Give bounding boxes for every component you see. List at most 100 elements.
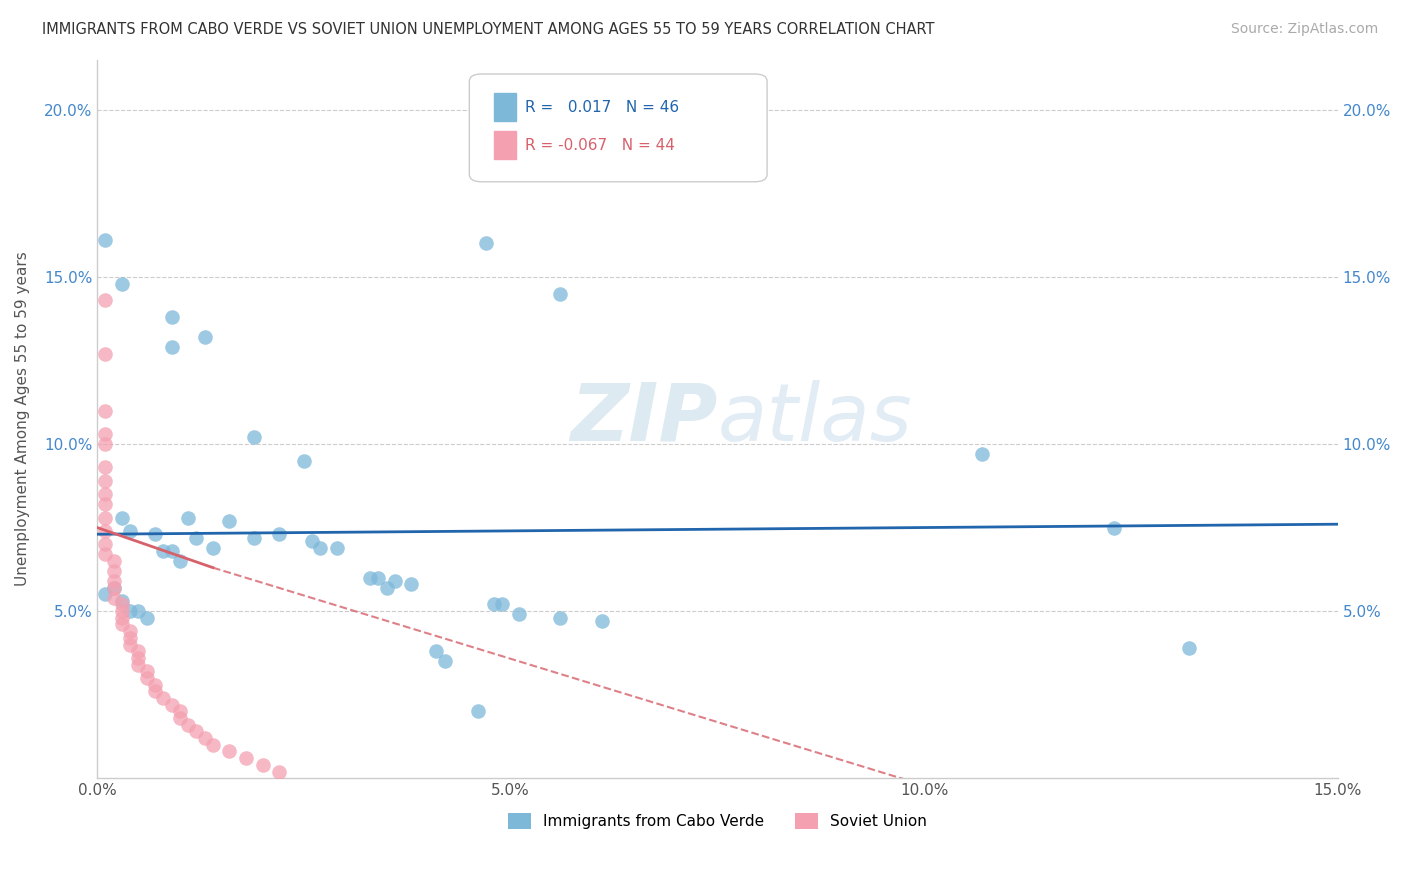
Point [111, 598, 134, 612]
Point [243, 430, 266, 444]
Point [111, 611, 134, 625]
Point [401, 577, 423, 591]
Point [120, 604, 142, 618]
Point [94, 537, 117, 551]
Point [94, 426, 117, 441]
Point [194, 330, 217, 344]
Point [103, 554, 125, 568]
Point [475, 236, 498, 251]
Point [94, 587, 117, 601]
Point [326, 541, 349, 555]
Bar [494, 94, 516, 120]
Point [94, 510, 117, 524]
Point [94, 233, 117, 247]
Text: IMMIGRANTS FROM CABO VERDE VS SOVIET UNION UNEMPLOYMENT AMONG AGES 55 TO 59 YEAR: IMMIGRANTS FROM CABO VERDE VS SOVIET UNI… [42, 22, 935, 37]
Point [160, 698, 183, 712]
Point [169, 705, 191, 719]
Point [491, 598, 513, 612]
Point [120, 624, 142, 639]
Point [103, 564, 125, 578]
Point [194, 731, 217, 745]
Point [94, 547, 117, 561]
Point [160, 310, 183, 324]
Point [94, 347, 117, 361]
Point [433, 654, 456, 668]
Point [550, 611, 572, 625]
Point [550, 286, 572, 301]
Legend: Immigrants from Cabo Verde, Soviet Union: Immigrants from Cabo Verde, Soviet Union [502, 807, 934, 835]
Point [177, 510, 200, 524]
Point [143, 527, 166, 541]
Point [94, 474, 117, 488]
Text: R = -0.067   N = 44: R = -0.067 N = 44 [526, 137, 675, 153]
Point [169, 554, 191, 568]
Point [267, 764, 290, 779]
Point [160, 544, 183, 558]
Point [218, 744, 240, 758]
Point [301, 533, 323, 548]
Point [201, 541, 224, 555]
Point [1178, 640, 1201, 655]
Point [201, 738, 224, 752]
Point [1104, 520, 1126, 534]
Point [292, 453, 315, 467]
Point [143, 678, 166, 692]
Point [127, 604, 149, 618]
Point [482, 598, 505, 612]
Point [94, 437, 117, 451]
Point [591, 614, 613, 628]
Point [186, 531, 208, 545]
Point [186, 724, 208, 739]
Point [135, 671, 157, 685]
Point [94, 487, 117, 501]
Point [120, 631, 142, 645]
Point [467, 705, 489, 719]
Point [94, 460, 117, 475]
Point [111, 617, 134, 632]
Bar [494, 131, 516, 159]
Point [120, 638, 142, 652]
Point [267, 527, 290, 541]
Point [94, 524, 117, 538]
Point [135, 611, 157, 625]
Point [152, 544, 174, 558]
Point [169, 711, 191, 725]
Point [375, 581, 398, 595]
Point [508, 607, 530, 622]
Text: ZIP: ZIP [569, 380, 717, 458]
Point [94, 403, 117, 417]
Point [359, 571, 381, 585]
Point [103, 581, 125, 595]
Point [143, 684, 166, 698]
Point [94, 293, 117, 308]
Text: atlas: atlas [717, 380, 912, 458]
Point [384, 574, 406, 588]
Point [152, 691, 174, 706]
Point [111, 594, 134, 608]
Point [127, 644, 149, 658]
Point [367, 571, 389, 585]
Point [972, 447, 994, 461]
Point [120, 524, 142, 538]
Point [160, 340, 183, 354]
Point [243, 531, 266, 545]
Point [103, 581, 125, 595]
Point [135, 665, 157, 679]
Point [235, 751, 257, 765]
Point [103, 574, 125, 588]
Point [111, 604, 134, 618]
Text: R =   0.017   N = 46: R = 0.017 N = 46 [526, 100, 679, 114]
Point [94, 497, 117, 511]
Point [425, 644, 447, 658]
Point [252, 757, 274, 772]
Point [218, 514, 240, 528]
Point [127, 651, 149, 665]
Point [111, 510, 134, 524]
Point [127, 657, 149, 672]
Point [177, 717, 200, 731]
Y-axis label: Unemployment Among Ages 55 to 59 years: Unemployment Among Ages 55 to 59 years [15, 252, 30, 586]
Text: Source: ZipAtlas.com: Source: ZipAtlas.com [1230, 22, 1378, 37]
FancyBboxPatch shape [470, 74, 768, 182]
Point [309, 541, 332, 555]
Point [103, 591, 125, 605]
